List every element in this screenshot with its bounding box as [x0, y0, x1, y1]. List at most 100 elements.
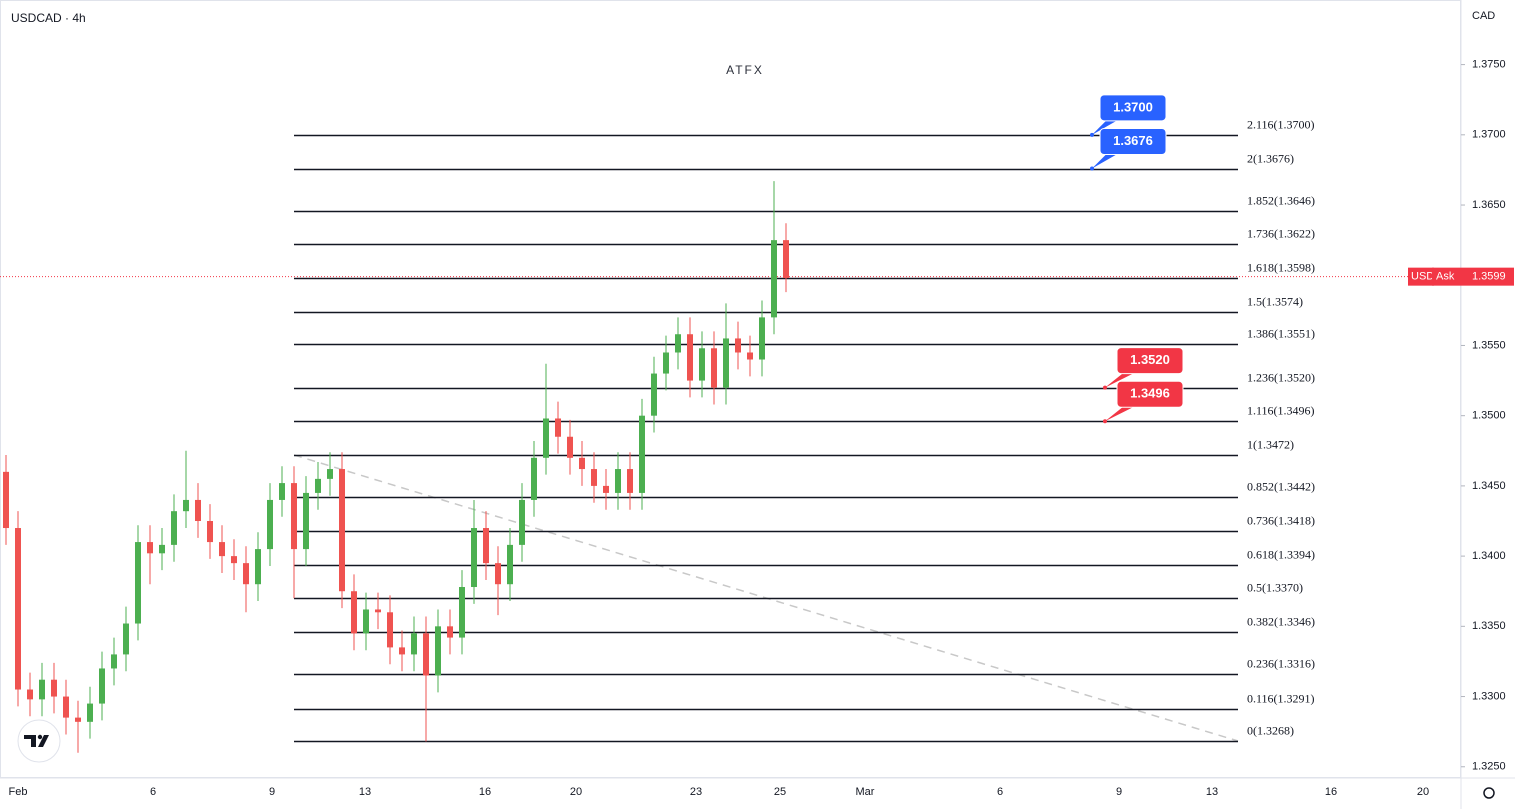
settings-icon[interactable]	[1483, 787, 1495, 799]
price-tag: 1.3700	[1090, 94, 1167, 137]
candle-body	[723, 338, 729, 388]
candle-body	[303, 492, 309, 550]
fib-label: 2.116(1.3700)	[1247, 117, 1315, 131]
candle-body	[315, 478, 321, 493]
tag-label: 1.3676	[1113, 133, 1153, 148]
candle-body	[231, 556, 237, 564]
chart-title: USDCAD · 4h	[11, 11, 86, 25]
candle-body	[363, 609, 369, 634]
x-tick-label: Feb	[9, 786, 28, 798]
candle-body	[255, 549, 261, 585]
price-tag: 1.3520	[1103, 347, 1184, 390]
candle-body	[39, 679, 45, 700]
price-label: 1.3599	[1472, 271, 1506, 283]
fib-label: 0.736(1.3418)	[1247, 513, 1315, 527]
fib-label: 0.116(1.3291)	[1247, 691, 1315, 705]
candle-body	[147, 542, 153, 554]
candle-body	[579, 457, 585, 470]
fib-label: 2(1.3676)	[1247, 151, 1294, 165]
fib-label: 1.852(1.3646)	[1247, 193, 1315, 207]
candle-body	[387, 612, 393, 648]
candle-body	[747, 352, 753, 360]
price-tag: 1.3676	[1090, 128, 1167, 171]
candle-body	[51, 679, 57, 697]
candle-body	[435, 626, 441, 676]
candle-body	[411, 633, 417, 655]
candle-body	[783, 240, 789, 279]
candle-body	[195, 499, 201, 522]
fib-label: 0(1.3268)	[1247, 723, 1294, 737]
x-tick-label: 16	[479, 786, 491, 798]
candle-body	[135, 542, 141, 624]
price-tag: 1.3496	[1103, 380, 1184, 424]
candle-body	[171, 511, 177, 545]
y-tick-label: 1.3450	[1472, 480, 1506, 492]
candle-body	[471, 528, 477, 588]
x-tick-label: Mar	[856, 786, 875, 798]
candle-body	[699, 348, 705, 381]
fib-label: 1.236(1.3520)	[1247, 370, 1315, 384]
candle-body	[75, 717, 81, 722]
candle-body	[123, 623, 129, 655]
candle-body	[459, 587, 465, 638]
candle-body	[27, 689, 33, 700]
tag-box	[1099, 128, 1167, 156]
candle-body	[615, 469, 621, 493]
fib-label: 0.5(1.3370)	[1247, 580, 1303, 594]
candle-body	[759, 317, 765, 360]
fib-label: 0.852(1.3442)	[1247, 479, 1315, 493]
candle-body	[543, 418, 549, 458]
currency-label[interactable]: CAD	[1472, 10, 1495, 22]
y-tick-label: 1.3250	[1472, 761, 1506, 773]
candle-body	[267, 499, 273, 550]
fib-label: 0.618(1.3394)	[1247, 547, 1315, 561]
candle-body	[339, 469, 345, 592]
candle-body	[87, 703, 93, 722]
candle-body	[243, 563, 249, 585]
candle-body	[663, 352, 669, 374]
x-tick-label: 9	[269, 786, 275, 798]
price-badge	[1462, 267, 1514, 286]
x-tick-label: 25	[774, 786, 786, 798]
candle-body	[651, 373, 657, 416]
y-tick-label: 1.3500	[1472, 410, 1506, 422]
fib-label: 1.386(1.3551)	[1247, 326, 1315, 340]
candle-body	[675, 334, 681, 353]
x-tick-label: 6	[997, 786, 1003, 798]
candle-body	[219, 542, 225, 557]
candle-body	[183, 499, 189, 512]
candle-body	[279, 483, 285, 500]
y-tick-label: 1.3750	[1472, 59, 1506, 71]
tag-anchor	[1103, 385, 1107, 390]
fib-label: 1(1.3472)	[1247, 437, 1294, 451]
candle-body	[771, 240, 777, 318]
tag-anchor	[1090, 166, 1094, 171]
y-tick-label: 1.3550	[1472, 339, 1506, 351]
fib-label: 0.382(1.3346)	[1247, 614, 1315, 628]
tag-pointer	[1092, 118, 1120, 135]
candle-body	[519, 499, 525, 545]
candle-body	[531, 457, 537, 500]
y-tick-label: 1.3350	[1472, 620, 1506, 632]
candle-body	[567, 436, 573, 458]
candle-body	[423, 633, 429, 676]
candle-body	[555, 418, 561, 437]
candle-body	[375, 609, 381, 613]
candle-body	[687, 334, 693, 381]
x-tick-label: 23	[690, 786, 702, 798]
candle-body	[291, 483, 297, 550]
candle-body	[399, 647, 405, 655]
candle-body	[207, 521, 213, 543]
tag-box	[1099, 94, 1167, 122]
x-tick-label: 20	[570, 786, 582, 798]
side-badge	[1432, 267, 1462, 286]
fib-label: 1.116(1.3496)	[1247, 403, 1315, 417]
y-tick-label: 1.3300	[1472, 690, 1506, 702]
tag-label: 1.3496	[1130, 386, 1170, 401]
tag-box	[1116, 380, 1184, 408]
candle-body	[111, 654, 117, 669]
x-tick-label: 20	[1417, 786, 1429, 798]
symbol-badge	[1408, 267, 1434, 286]
candle-body	[15, 528, 21, 690]
